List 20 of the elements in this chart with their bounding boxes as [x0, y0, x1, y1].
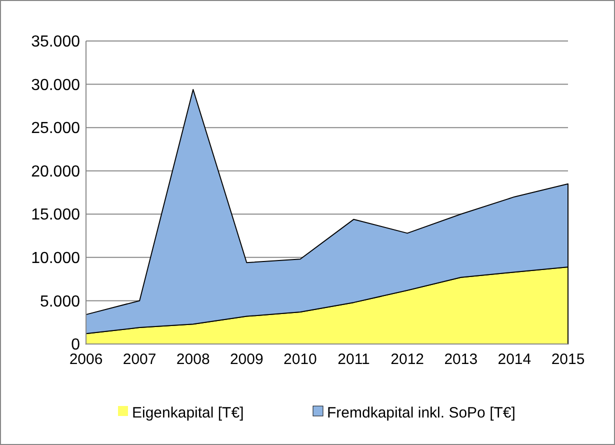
y-tick-label: 5.000 — [40, 293, 80, 310]
x-tick-label: 2012 — [390, 351, 424, 368]
y-tick-label: 0 — [71, 336, 80, 354]
legend-label: Fremdkapital inkl. SoPo [T€] — [327, 404, 516, 422]
y-tick-label: 35.000 — [31, 34, 80, 51]
y-tick-label: 20.000 — [31, 163, 80, 180]
x-tick-label: 2010 — [284, 351, 317, 368]
x-tick-label: 2011 — [338, 351, 370, 368]
x-tick-label: 2014 — [498, 351, 532, 368]
y-tick-label: 30.000 — [31, 76, 80, 94]
x-tick-label: 2006 — [69, 351, 103, 368]
x-tick-label: 2009 — [230, 351, 264, 368]
y-tick-label: 10.000 — [31, 250, 80, 268]
legend-label: Eigenkapital [T€] — [132, 404, 244, 422]
y-tick-label: 15.000 — [31, 206, 80, 224]
x-tick-label: 2015 — [551, 351, 585, 368]
x-tick-label: 2013 — [444, 351, 478, 368]
y-tick-label: 25.000 — [31, 120, 80, 138]
x-tick-label: 2008 — [176, 351, 210, 368]
x-tick-label: 2007 — [122, 351, 156, 368]
